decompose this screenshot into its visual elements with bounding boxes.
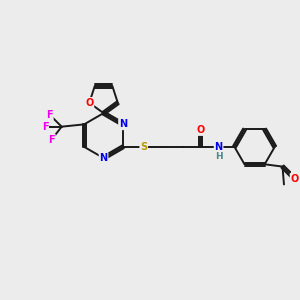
Text: O: O: [196, 125, 205, 135]
Text: O: O: [85, 98, 93, 108]
Text: N: N: [100, 153, 108, 163]
Text: O: O: [290, 174, 299, 184]
Text: S: S: [140, 142, 147, 152]
Text: F: F: [42, 122, 48, 132]
Text: H: H: [215, 152, 222, 161]
Text: F: F: [46, 110, 53, 120]
Text: N: N: [214, 142, 223, 152]
Text: F: F: [48, 135, 55, 145]
Text: N: N: [119, 119, 127, 129]
